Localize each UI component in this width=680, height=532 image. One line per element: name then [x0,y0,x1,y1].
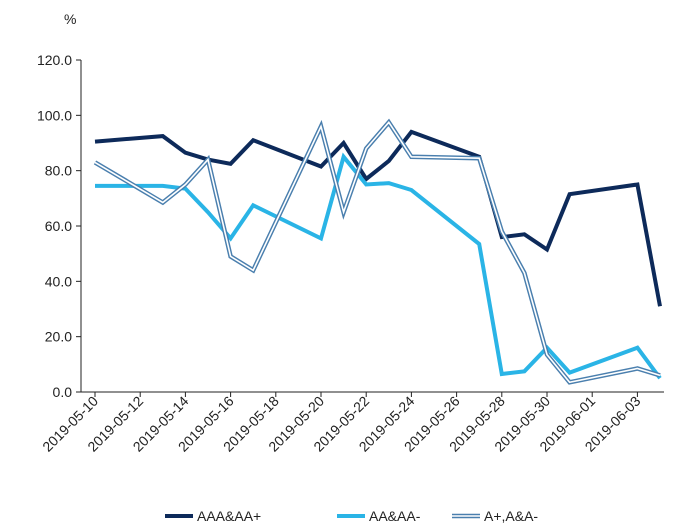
legend-label-a-a-a: A+,A&A- [484,508,538,524]
legend-label-aa-aa: AA&AA- [369,508,421,524]
y-tick-label: 40.0 [45,273,72,289]
series-line-inner-a-a-a [94,120,661,384]
x-tick-group: 2019-05-102019-05-122019-05-142019-05-16… [39,392,644,455]
legend: AAA&AA+ AA&AA- A+,A&A- [165,508,538,524]
series-line-a-a-a [93,118,661,385]
y-tick-label: 100.0 [37,107,72,123]
series-line-aa-aa [95,152,662,380]
y-tick-label: 20.0 [45,329,72,345]
y-tick-label: 60.0 [45,218,72,234]
y-tick-label: 120.0 [37,52,72,68]
y-tick-label: 80.0 [45,163,72,179]
series-line-aaa-aa [94,129,662,307]
y-tick-group: 0.0 20.0 40.0 60.0 80.0 100.0 120.0 [37,52,81,400]
series-group [93,118,662,385]
legend-label-aaa-aa: AAA&AA+ [197,508,261,524]
unit-label: % [64,11,76,27]
y-tick-label: 0.0 [53,384,73,400]
